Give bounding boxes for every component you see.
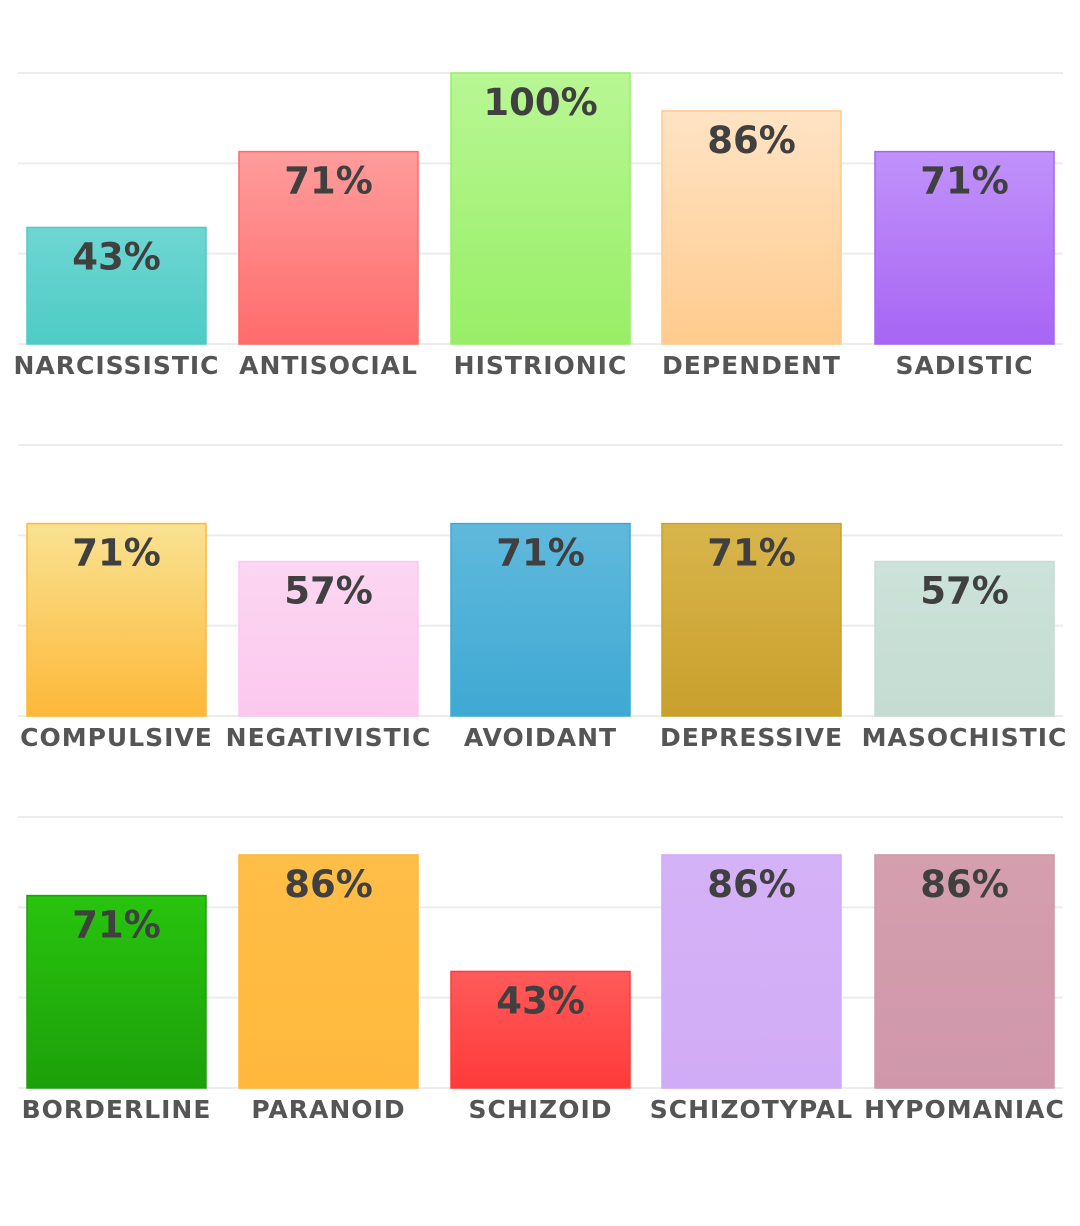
data-label: 43%	[72, 235, 161, 278]
bar-sadistic	[874, 150, 1055, 345]
category-label: SCHIZOTYPAL	[650, 1095, 853, 1124]
bar-negativistic	[238, 560, 419, 717]
data-label: 71%	[920, 160, 1009, 203]
category-label: SADISTIC	[895, 351, 1033, 380]
data-label: 71%	[496, 532, 585, 575]
data-label: 100%	[483, 81, 597, 124]
category-label: HYPOMANIAC	[864, 1095, 1065, 1124]
data-label: 71%	[284, 160, 373, 203]
chart-panel-3: 71% BORDERLINE 86% PARANOID 43% SCHIZOID 86% SC…	[18, 816, 1065, 1124]
category-label: PARANOID	[251, 1095, 405, 1124]
bar-compulsive	[26, 522, 207, 717]
category-label: DEPRESSIVE	[660, 723, 843, 752]
bar-schizotypal	[661, 854, 842, 1089]
bar-depressive	[661, 522, 842, 717]
bar-borderline	[26, 894, 207, 1089]
bar-narcissistic	[26, 226, 207, 345]
data-label: 86%	[707, 119, 796, 162]
category-label: HISTRIONIC	[454, 351, 628, 380]
data-label: 71%	[72, 532, 161, 575]
category-label: ANTISOCIAL	[239, 351, 418, 380]
category-label: COMPULSIVE	[20, 723, 213, 752]
chart-panel-2: 71% COMPULSIVE 57% NEGATIVISTIC 71% AVOIDANT 7…	[18, 444, 1068, 752]
category-label: BORDERLINE	[22, 1095, 212, 1124]
data-label: 71%	[72, 904, 161, 947]
bar-masochistic	[874, 560, 1055, 717]
data-label: 86%	[920, 863, 1009, 906]
category-label: AVOIDANT	[464, 723, 617, 752]
bar-hypomaniac	[874, 854, 1055, 1089]
category-label: NARCISSISTIC	[13, 351, 219, 380]
bar-antisocial	[238, 150, 419, 345]
chart-panel-1: 43% NARCISSISTIC 71% ANTISOCIAL 100% HISTRION…	[13, 72, 1063, 380]
bar-schizoid	[450, 970, 631, 1089]
data-label: 57%	[920, 570, 1009, 613]
category-label: SCHIZOID	[468, 1095, 612, 1124]
data-label: 43%	[496, 979, 585, 1022]
bar-histrionic	[450, 72, 631, 345]
data-label: 86%	[284, 863, 373, 906]
data-label: 71%	[707, 532, 796, 575]
category-label: NEGATIVISTIC	[226, 723, 432, 752]
category-label: DEPENDENT	[662, 351, 841, 380]
data-label: 86%	[707, 863, 796, 906]
bar-dependent	[661, 110, 842, 345]
category-label: MASOCHISTIC	[862, 723, 1068, 752]
data-label: 57%	[284, 570, 373, 613]
bar-avoidant	[450, 522, 631, 717]
bar-paranoid	[238, 854, 419, 1089]
